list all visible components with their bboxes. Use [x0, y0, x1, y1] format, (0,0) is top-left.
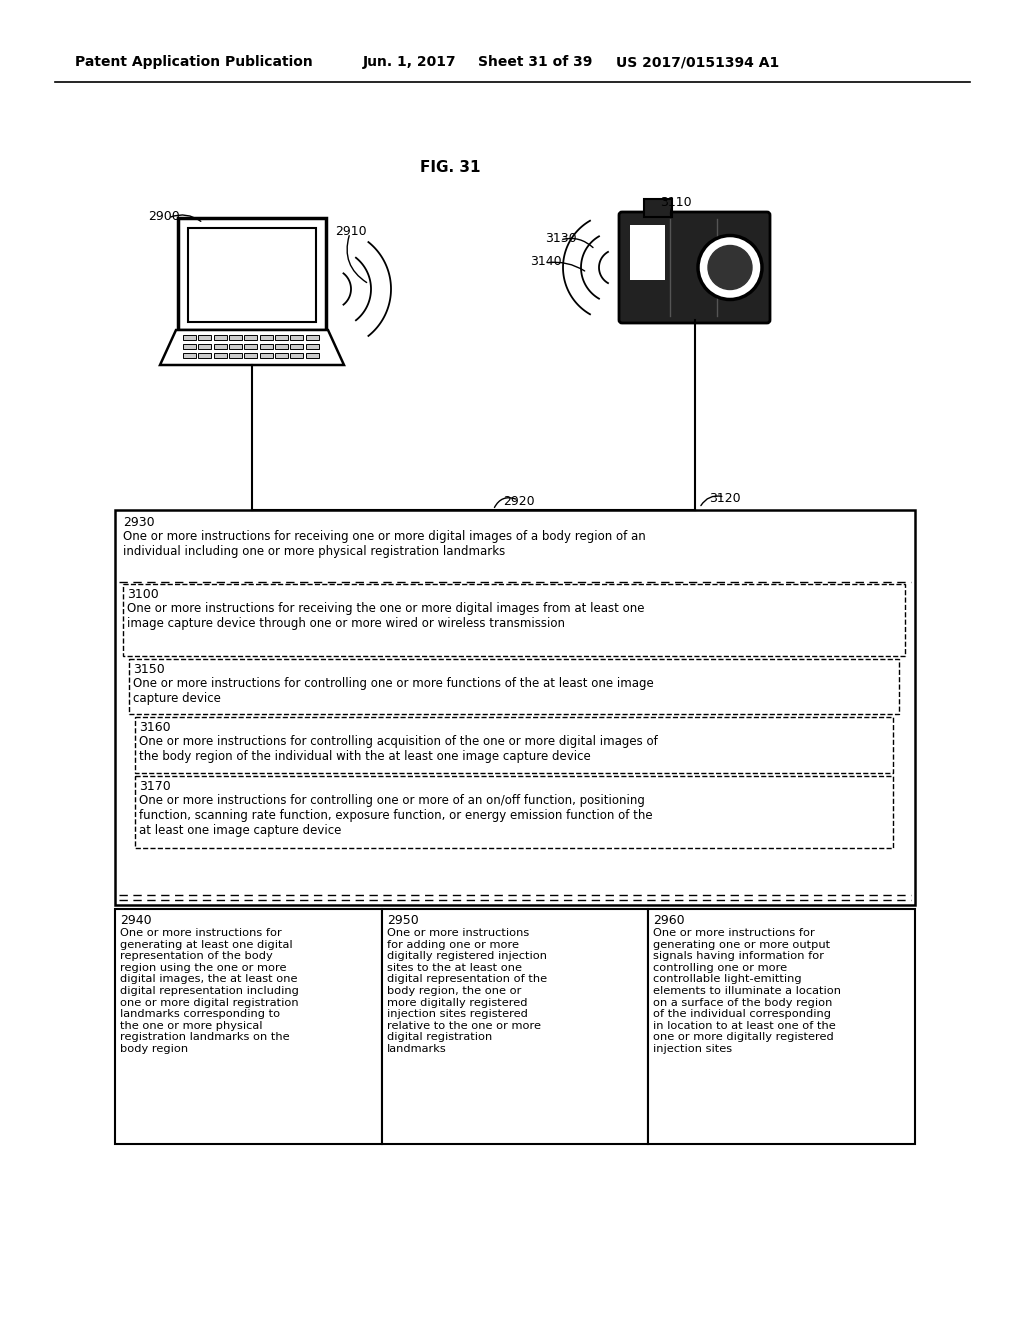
FancyBboxPatch shape [260, 335, 272, 341]
FancyBboxPatch shape [306, 345, 318, 348]
Text: 3120: 3120 [710, 492, 741, 506]
FancyBboxPatch shape [306, 335, 318, 341]
Text: 2940: 2940 [120, 913, 152, 927]
Text: One or more instructions for
generating at least one digital
representation of t: One or more instructions for generating … [120, 928, 299, 1053]
Text: 2930: 2930 [123, 516, 155, 529]
FancyBboxPatch shape [291, 345, 303, 348]
FancyBboxPatch shape [291, 335, 303, 341]
Text: One or more instructions for controlling acquisition of the one or more digital : One or more instructions for controlling… [139, 735, 657, 763]
Text: One or more instructions for receiving the one or more digital images from at le: One or more instructions for receiving t… [127, 602, 644, 630]
Text: 2950: 2950 [387, 913, 419, 927]
FancyBboxPatch shape [630, 224, 665, 280]
Text: 3160: 3160 [139, 721, 171, 734]
FancyBboxPatch shape [214, 345, 226, 348]
Text: 2910: 2910 [335, 224, 367, 238]
FancyBboxPatch shape [245, 335, 257, 341]
FancyBboxPatch shape [183, 335, 196, 341]
FancyBboxPatch shape [245, 352, 257, 358]
FancyBboxPatch shape [291, 352, 303, 358]
Text: 3130: 3130 [545, 232, 577, 246]
Text: One or more instructions for receiving one or more digital images of a body regi: One or more instructions for receiving o… [123, 531, 646, 558]
Text: One or more instructions for controlling one or more functions of the at least o: One or more instructions for controlling… [133, 677, 653, 705]
Text: One or more instructions for
generating one or more output
signals having inform: One or more instructions for generating … [653, 928, 842, 1053]
FancyBboxPatch shape [644, 199, 672, 216]
Text: 3150: 3150 [133, 663, 165, 676]
Polygon shape [160, 330, 344, 366]
FancyBboxPatch shape [135, 776, 893, 847]
Text: 2960: 2960 [653, 913, 685, 927]
FancyBboxPatch shape [178, 218, 326, 330]
FancyBboxPatch shape [199, 352, 211, 358]
FancyBboxPatch shape [115, 909, 382, 1144]
FancyBboxPatch shape [245, 345, 257, 348]
Circle shape [698, 235, 762, 300]
Text: Jun. 1, 2017: Jun. 1, 2017 [362, 55, 457, 69]
Text: FIG. 31: FIG. 31 [420, 161, 480, 176]
Text: One or more instructions for controlling one or more of an on/off function, posi: One or more instructions for controlling… [139, 795, 652, 837]
Circle shape [708, 246, 752, 289]
FancyBboxPatch shape [199, 345, 211, 348]
FancyBboxPatch shape [275, 335, 288, 341]
FancyBboxPatch shape [260, 345, 272, 348]
Text: US 2017/0151394 A1: US 2017/0151394 A1 [616, 55, 779, 69]
FancyBboxPatch shape [275, 345, 288, 348]
Text: 3170: 3170 [139, 780, 171, 793]
FancyBboxPatch shape [275, 352, 288, 358]
FancyBboxPatch shape [229, 345, 242, 348]
Text: 2920: 2920 [503, 495, 535, 508]
FancyBboxPatch shape [648, 909, 915, 1144]
FancyBboxPatch shape [214, 352, 226, 358]
FancyBboxPatch shape [115, 510, 915, 906]
Text: One or more instructions
for adding one or more
digitally registered injection
s: One or more instructions for adding one … [387, 928, 547, 1053]
FancyBboxPatch shape [183, 345, 196, 348]
FancyBboxPatch shape [123, 583, 905, 656]
Text: 3100: 3100 [127, 587, 159, 601]
FancyBboxPatch shape [229, 335, 242, 341]
Text: 3140: 3140 [530, 255, 561, 268]
Text: Patent Application Publication: Patent Application Publication [75, 55, 312, 69]
FancyBboxPatch shape [129, 659, 899, 714]
FancyBboxPatch shape [183, 352, 196, 358]
FancyBboxPatch shape [382, 909, 648, 1144]
Text: 2900: 2900 [148, 210, 180, 223]
FancyBboxPatch shape [618, 213, 770, 323]
FancyBboxPatch shape [214, 335, 226, 341]
FancyBboxPatch shape [188, 228, 316, 322]
FancyBboxPatch shape [199, 335, 211, 341]
Text: 3110: 3110 [660, 195, 691, 209]
FancyBboxPatch shape [135, 717, 893, 774]
FancyBboxPatch shape [306, 352, 318, 358]
Text: Sheet 31 of 39: Sheet 31 of 39 [478, 55, 592, 69]
FancyBboxPatch shape [260, 352, 272, 358]
FancyBboxPatch shape [229, 352, 242, 358]
